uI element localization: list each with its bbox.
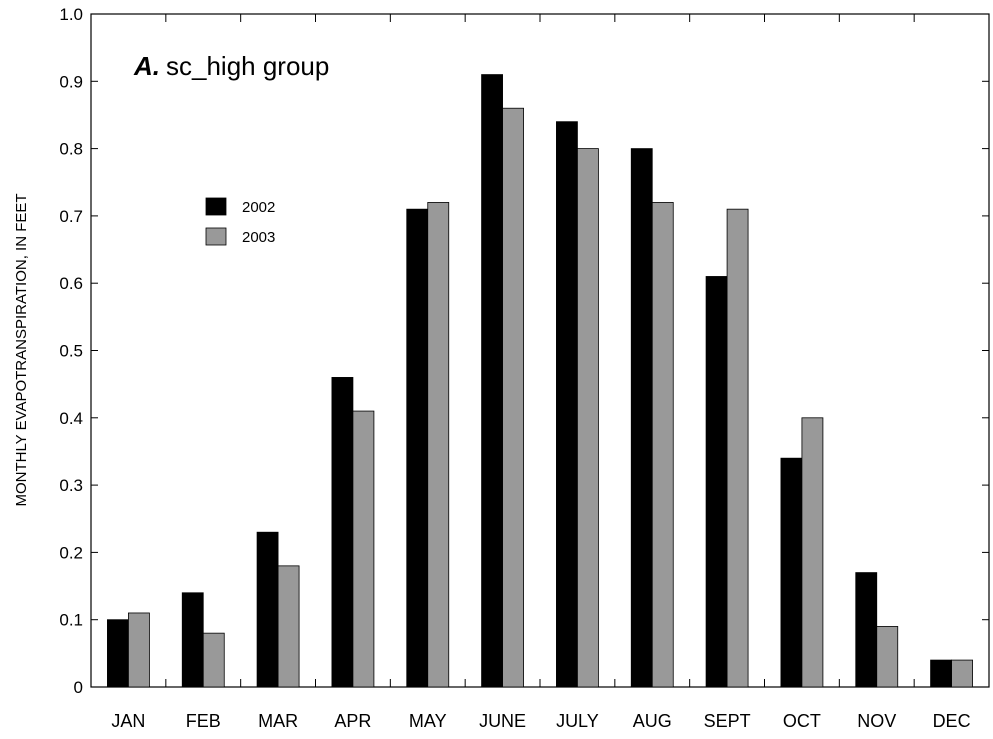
y-tick-label: 0.8 — [59, 140, 83, 159]
bar-2003-nov — [876, 626, 899, 688]
y-tick-label: 1.0 — [59, 5, 83, 24]
legend-label-2003: 2003 — [242, 229, 275, 246]
legend-label-2002: 2002 — [242, 199, 275, 216]
y-tick-label: 0.9 — [59, 72, 83, 91]
bar-2003-jan — [128, 612, 150, 688]
x-tick-label: APR — [334, 711, 371, 731]
bar-2002-feb — [181, 592, 204, 688]
plot-frame — [90, 13, 990, 688]
y-axis-label: MONTHLY EVAPOTRANSPIRATION, IN FEET — [13, 193, 30, 506]
bar-2003-aug — [651, 202, 674, 688]
bar-2003-mar — [277, 565, 300, 688]
bar-2003-may — [427, 202, 450, 688]
chart-title: sc_high group — [166, 51, 329, 81]
bar-2002-oct — [780, 457, 803, 688]
bar-2002-sept — [705, 276, 728, 688]
chart-panel-letter: A. — [133, 51, 160, 81]
bar-2003-sept — [726, 208, 749, 688]
x-tick-label: JULY — [556, 711, 599, 731]
x-tick-label: FEB — [186, 711, 221, 731]
bar-2003-july — [577, 148, 599, 688]
legend: 2002 2003 — [205, 197, 275, 246]
y-tick-label: 0.3 — [59, 476, 83, 495]
x-tick-label: JAN — [111, 711, 145, 731]
bar-2002-mar — [256, 531, 279, 688]
bar-2002-aug — [630, 148, 653, 688]
bar-series — [107, 74, 973, 688]
y-tick-label: 0.2 — [59, 543, 83, 562]
legend-swatch-2003 — [205, 227, 227, 246]
x-tick-label: MAR — [258, 711, 298, 731]
bar-2003-feb — [202, 632, 225, 688]
x-tick-label: AUG — [633, 711, 672, 731]
bar-2002-june — [481, 74, 503, 688]
x-tick-label: SEPT — [704, 711, 751, 731]
bar-2002-dec — [930, 659, 952, 688]
y-tick-label: 0 — [74, 678, 83, 697]
x-tick-label: MAY — [409, 711, 447, 731]
y-tick-label: 0.7 — [59, 207, 83, 226]
x-tick-label: DEC — [933, 711, 971, 731]
y-tick-label: 0.6 — [59, 274, 83, 293]
bar-2002-apr — [331, 377, 354, 688]
y-tick-label: 0.4 — [59, 409, 83, 428]
x-axis-ticks: JAN FEB MAR APR MAY JUNE JULY AUG SEPT OCT NOV DEC — [111, 14, 971, 731]
legend-swatch-2002 — [205, 197, 227, 216]
y-tick-label: 0.1 — [59, 611, 83, 630]
bar-2002-nov — [855, 572, 878, 688]
bar-2002-july — [556, 121, 578, 688]
y-axis-ticks: 0 0.1 0.2 0.3 0.4 0.5 0.6 0.7 0.8 0.9 1.0 — [59, 5, 989, 697]
x-tick-label: OCT — [783, 711, 821, 731]
bar-2003-oct — [801, 417, 824, 688]
x-tick-label: NOV — [857, 711, 896, 731]
y-tick-label: 0.5 — [59, 342, 83, 361]
bar-2003-apr — [352, 410, 375, 688]
bar-2003-dec — [951, 659, 973, 688]
bar-2002-may — [406, 208, 429, 688]
x-tick-label: JUNE — [479, 711, 526, 731]
bar-2002-jan — [107, 619, 129, 688]
bar-2003-june — [502, 107, 524, 688]
